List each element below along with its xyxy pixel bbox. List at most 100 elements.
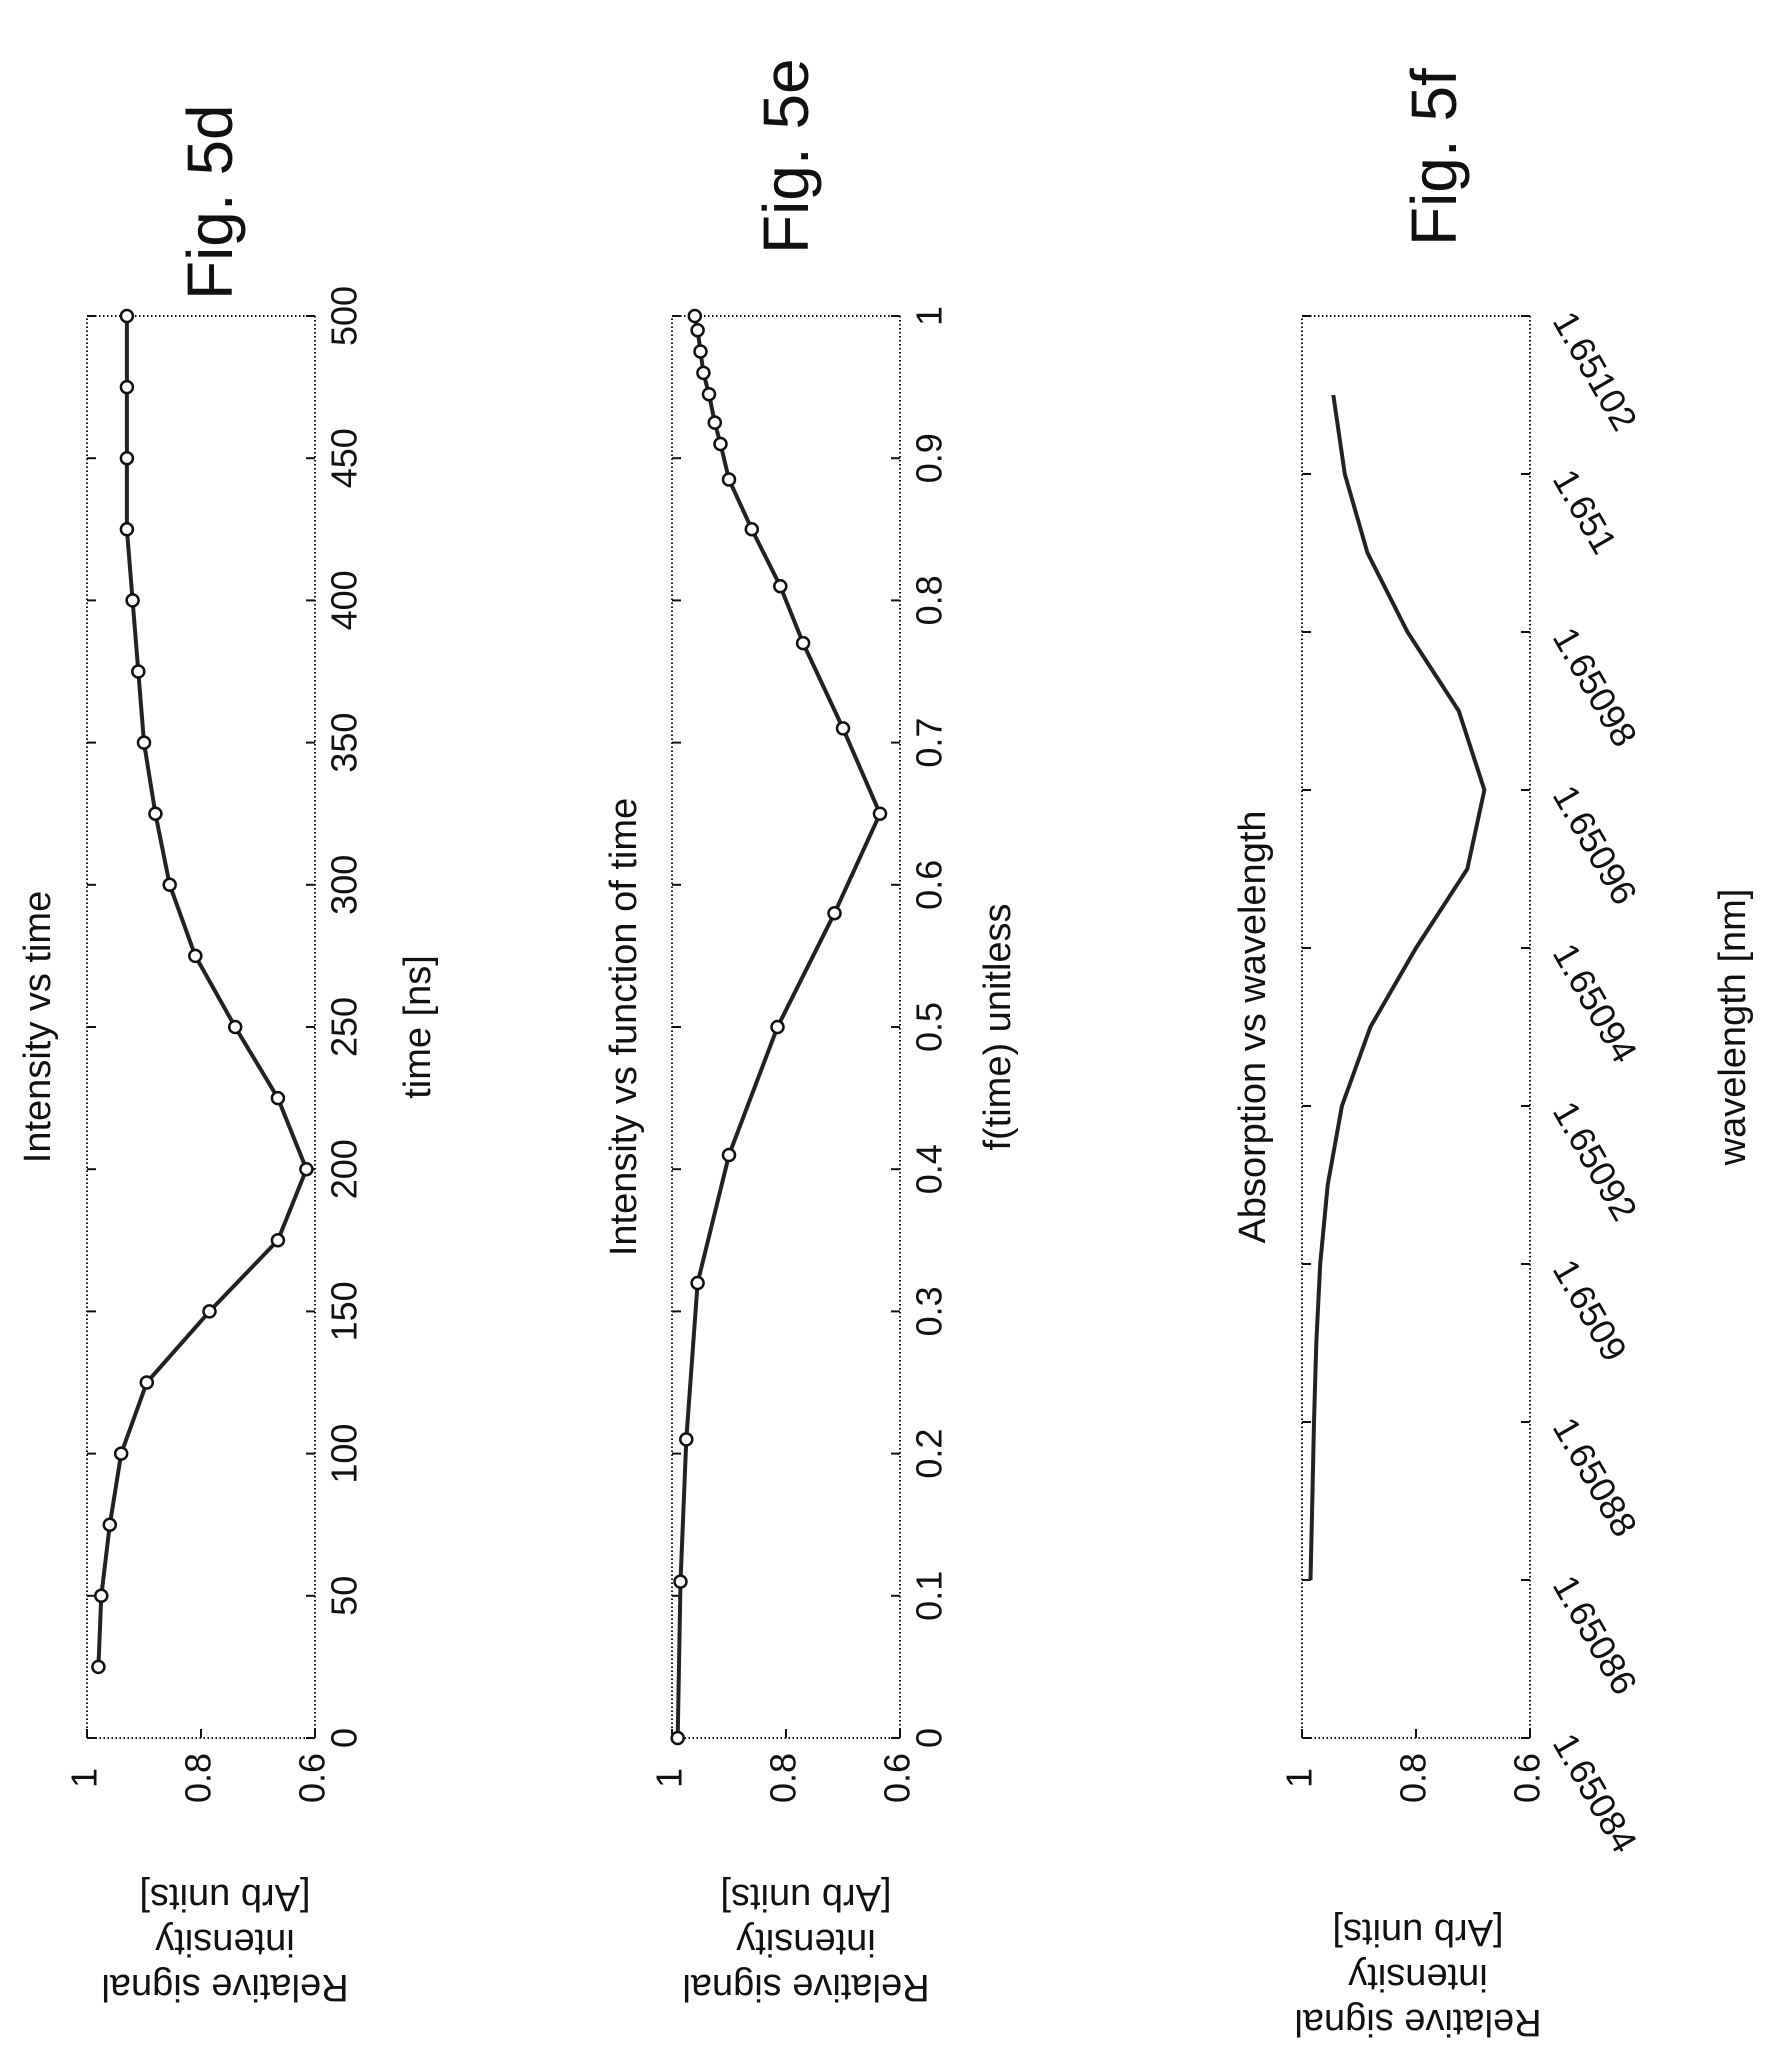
data-point (773, 578, 788, 594)
x-tick-label: 0.8 (909, 575, 950, 625)
x-tick-label: 150 (324, 1281, 365, 1341)
x-tick-label: 0.9 (909, 433, 950, 483)
y-axis-label-line-3: [Arb units] (139, 1876, 310, 1918)
y-axis-label-line-2: intensity (1348, 1956, 1487, 1998)
plot-frame (1301, 315, 1531, 1739)
x-tick-label: 0 (324, 1728, 365, 1748)
series-line (1308, 394, 1487, 1581)
y-axis-label: Relative signal intensity [Arb units] (1294, 1911, 1541, 2043)
x-tick-label: 0.1 (909, 1571, 950, 1621)
y-axis-label-line-1: Relative signal (1294, 2001, 1541, 2043)
data-series (670, 308, 888, 1746)
y-axis-label-line-2: intensity (736, 1921, 875, 1963)
x-tick-label: 0.6 (909, 860, 950, 910)
chart-panel-5f: Fig. 5f Absorption vs wavelength wavelen… (1232, 68, 1754, 2043)
data-point (795, 635, 811, 651)
y-tick-label: 1 (64, 1768, 105, 1788)
data-point (693, 344, 708, 359)
x-tick-label: 300 (324, 855, 365, 915)
x-tick-label: 1.651 (1545, 462, 1626, 561)
data-point (679, 1432, 694, 1447)
chart-panel-5e: Fig. 5e Intensity vs function of time f(… (603, 58, 1019, 2008)
data-point (690, 322, 705, 338)
y-axis-label: Relative signal intensity [Arb units] (101, 1876, 348, 2008)
data-point (119, 308, 135, 324)
data-point (673, 1574, 688, 1589)
y-tick-label: 0.8 (763, 1753, 804, 1803)
data-point (721, 1147, 737, 1163)
x-tick-label: 1.6509 (1545, 1252, 1636, 1368)
data-point (299, 1161, 314, 1177)
y-axis-label-line-3: [Arb units] (1332, 1911, 1503, 1953)
data-point (91, 1659, 106, 1675)
y-axis-label: Relative signal intensity [Arb units] (682, 1876, 929, 2008)
x-tick-label: 1.65096 (1545, 778, 1646, 911)
x-tick-label: 0.3 (909, 1286, 950, 1336)
axis-ticks: 0 0.1 0.2 0.3 0.4 0.5 0.6 0.7 0.8 0.9 1 0.6 0.8 1 (649, 306, 950, 1803)
data-point (670, 1730, 685, 1746)
x-tick-label: 250 (324, 997, 365, 1057)
data-point (713, 436, 728, 452)
y-tick-label: 0.6 (877, 1753, 918, 1803)
x-tick-label: 1.65092 (1545, 1094, 1646, 1227)
data-point (770, 1019, 785, 1035)
data-point (687, 308, 703, 324)
data-point (102, 1517, 118, 1532)
plot-frame (671, 315, 901, 1739)
x-tick-label: 0.5 (909, 1002, 950, 1052)
data-point (744, 522, 760, 537)
data-point (696, 365, 711, 381)
data-point (721, 472, 737, 487)
x-tick-label: 350 (324, 713, 365, 773)
data-point (119, 379, 135, 395)
data-point (136, 735, 152, 750)
y-axis-label-line-1: Relative signal (101, 1966, 348, 2008)
y-axis-label-line-3: [Arb units] (720, 1876, 891, 1918)
y-tick-label: 0.6 (1507, 1753, 1548, 1803)
data-point (148, 806, 163, 821)
data-series (1308, 394, 1487, 1581)
data-point (202, 1304, 217, 1319)
x-tick-label: 500 (324, 286, 365, 346)
y-axis-label-line-2: intensity (155, 1921, 294, 1963)
data-point (162, 877, 177, 893)
series-line (96, 316, 309, 1667)
x-tick-label: 0.7 (909, 718, 950, 768)
y-axis-label-line-1: Relative signal (682, 1966, 929, 2008)
x-axis-label: wavelength [nm] (1712, 889, 1754, 1167)
chart-title: Intensity vs function of time (603, 798, 645, 1256)
x-tick-label: 200 (324, 1139, 365, 1199)
figure-label: Fig. 5e (750, 58, 822, 254)
data-point (227, 1019, 243, 1035)
data-point (113, 1446, 129, 1461)
data-point (139, 1375, 155, 1390)
x-tick-label: 0 (909, 1728, 950, 1748)
data-point (270, 1233, 286, 1248)
data-point (827, 905, 842, 921)
figure-label: Fig. 5f (1398, 68, 1470, 246)
y-tick-label: 0.6 (292, 1753, 333, 1803)
data-point (690, 1275, 705, 1291)
x-tick-label: 1.65084 (1545, 1726, 1646, 1859)
x-tick-label: 1 (909, 306, 950, 326)
data-point (125, 593, 140, 608)
x-tick-label: 0.4 (909, 1144, 950, 1194)
x-tick-label: 1.65088 (1545, 1410, 1646, 1543)
figure-label: Fig. 5d (174, 104, 246, 300)
x-tick-label: 450 (324, 428, 365, 488)
data-point (188, 948, 203, 964)
data-point (707, 415, 723, 430)
x-tick-label: 1.65102 (1545, 304, 1646, 437)
chart-panel-5d: Fig. 5d Intensity vs time time [ns] Rela… (17, 104, 439, 2008)
data-point (131, 664, 146, 679)
y-tick-label: 0.8 (178, 1753, 219, 1803)
x-tick-label: 50 (324, 1576, 365, 1616)
x-tick-label: 1.65094 (1545, 936, 1646, 1069)
chart-title: Absorption vs wavelength (1232, 810, 1274, 1243)
x-axis-label: f(time) unitless (977, 903, 1019, 1150)
data-point (701, 386, 717, 402)
data-point (94, 1588, 109, 1604)
data-point (872, 806, 888, 821)
data-point (119, 450, 135, 466)
